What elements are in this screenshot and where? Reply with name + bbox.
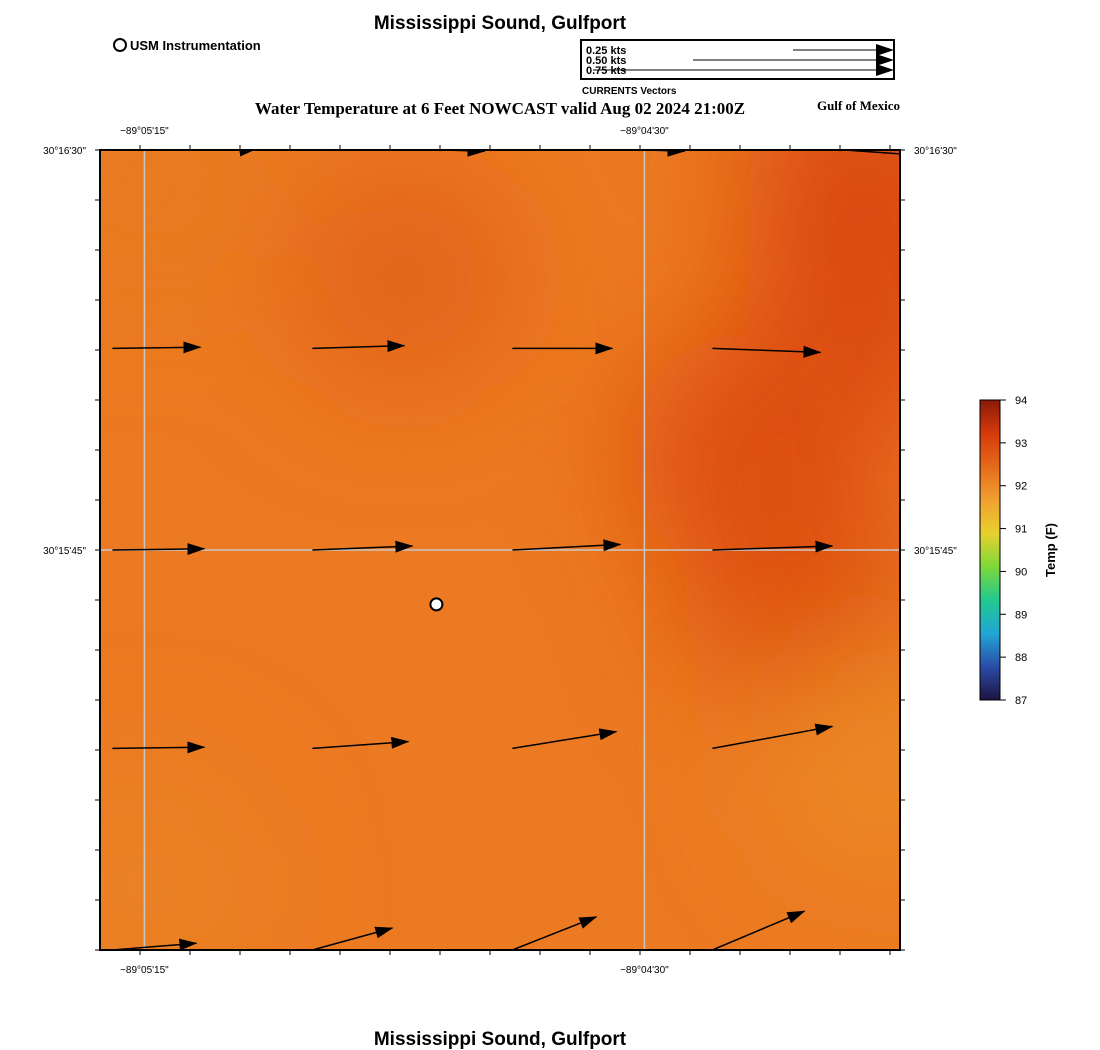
- current-vector-arrow: [712, 723, 834, 750]
- colorbar-tick-label: 94: [1015, 395, 1027, 407]
- current-vector-arrow: [312, 926, 394, 950]
- colorbar-tick-label: 87: [1015, 695, 1027, 707]
- longitude-label-bottom: −89°05'15": [120, 965, 169, 976]
- temperature-cell: [764, 638, 900, 878]
- region-label: Gulf of Mexico: [817, 98, 900, 113]
- usm-station-marker[interactable]: [429, 597, 444, 612]
- colorbar-tick-label: 91: [1015, 524, 1027, 536]
- current-vector-arrow: [844, 150, 900, 155]
- colorbar-label: Temp (F): [1043, 523, 1058, 577]
- current-vector-arrow: [712, 540, 834, 553]
- current-vector-arrow: [712, 345, 822, 358]
- colorbar-ramp: [979, 399, 1001, 701]
- colorbar-tick-label: 92: [1015, 481, 1027, 493]
- latitude-label-right: 30°16'30": [914, 146, 957, 157]
- current-vector-arrow: [644, 150, 686, 157]
- longitude-label-bottom: −89°04'30": [620, 965, 669, 976]
- station-legend-marker: [113, 38, 127, 52]
- latitude-label-left: 30°15'45": [43, 546, 86, 557]
- temperature-cell: [100, 150, 269, 302]
- current-vector-arrow: [512, 916, 598, 950]
- temperature-cell: [100, 766, 261, 950]
- current-vector-arrow: [712, 910, 806, 950]
- current-vector-arrow: [312, 540, 414, 553]
- latitude-label-left: 30°16'30": [43, 146, 86, 157]
- current-vector-arrow: [444, 150, 486, 157]
- current-vector-arrow: [112, 938, 198, 950]
- temperature-cell: [744, 150, 900, 302]
- current-vector-arrow: [512, 539, 622, 552]
- vector-legend-entry-label: 0.50 kts: [586, 55, 626, 67]
- colorbar-tick-label: 90: [1015, 566, 1027, 578]
- current-vector-arrow: [512, 728, 618, 750]
- current-vector-arrow: [312, 736, 410, 750]
- vector-legend-entry-label: 0.25 kts: [586, 45, 626, 57]
- current-vector-arrow: [312, 340, 406, 353]
- colorbar-tick-label: 89: [1015, 609, 1027, 621]
- temperature-field: [100, 150, 900, 950]
- map-title-top: Mississippi Sound, Gulfport: [374, 13, 627, 34]
- longitude-label-top: −89°05'15": [120, 126, 169, 137]
- longitude-label-top: −89°04'30": [620, 126, 669, 137]
- colorbar-tick-label: 88: [1015, 652, 1027, 664]
- station-legend-label: USM Instrumentation: [130, 38, 261, 53]
- current-vector-arrow: [112, 741, 206, 754]
- vector-legend-title: CURRENTS Vectors: [582, 86, 677, 97]
- map-subtitle: Water Temperature at 6 Feet NOWCAST vali…: [255, 99, 745, 118]
- colorbar-tick-label: 93: [1015, 438, 1027, 450]
- vector-legend-entry-label: 0.75 kts: [586, 65, 626, 77]
- current-vector-arrow: [112, 341, 202, 354]
- temperature-cell: [284, 158, 525, 398]
- latitude-label-right: 30°15'45": [914, 546, 957, 557]
- map-title-bottom: Mississippi Sound, Gulfport: [374, 1029, 627, 1050]
- temperature-colorbar: 94 93 92 91 90 89 88 87 Temp (F): [979, 395, 1058, 707]
- current-vector-arrow: [112, 543, 206, 556]
